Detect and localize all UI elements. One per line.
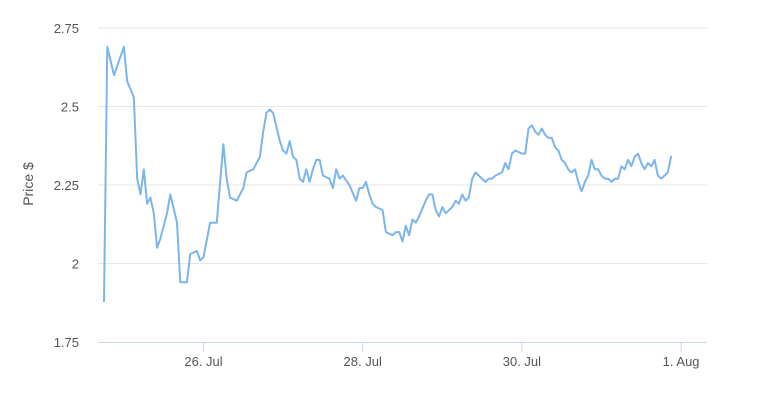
x-tick-label: 30. Jul [503,354,541,369]
y-tick-label: 2.5 [61,100,79,115]
gridlines [98,27,707,264]
axes: 1.75 2 2.25 2.5 2.75 26. Jul 28. Jul 30. Jul 1. … [54,21,707,369]
series-line[interactable] [103,45,673,303]
y-tick-label: 2 [72,257,79,272]
y-tick-label: 2.25 [54,178,79,193]
y-tick-label: 2.75 [54,21,79,36]
x-tick-label: 28. Jul [344,354,382,369]
y-tick-label: 1.75 [54,335,79,350]
x-tick-label: 26. Jul [184,354,222,369]
y-axis-title: Price $ [20,162,36,206]
x-tick-label: 1. Aug [663,354,700,369]
series-layer [103,45,673,303]
